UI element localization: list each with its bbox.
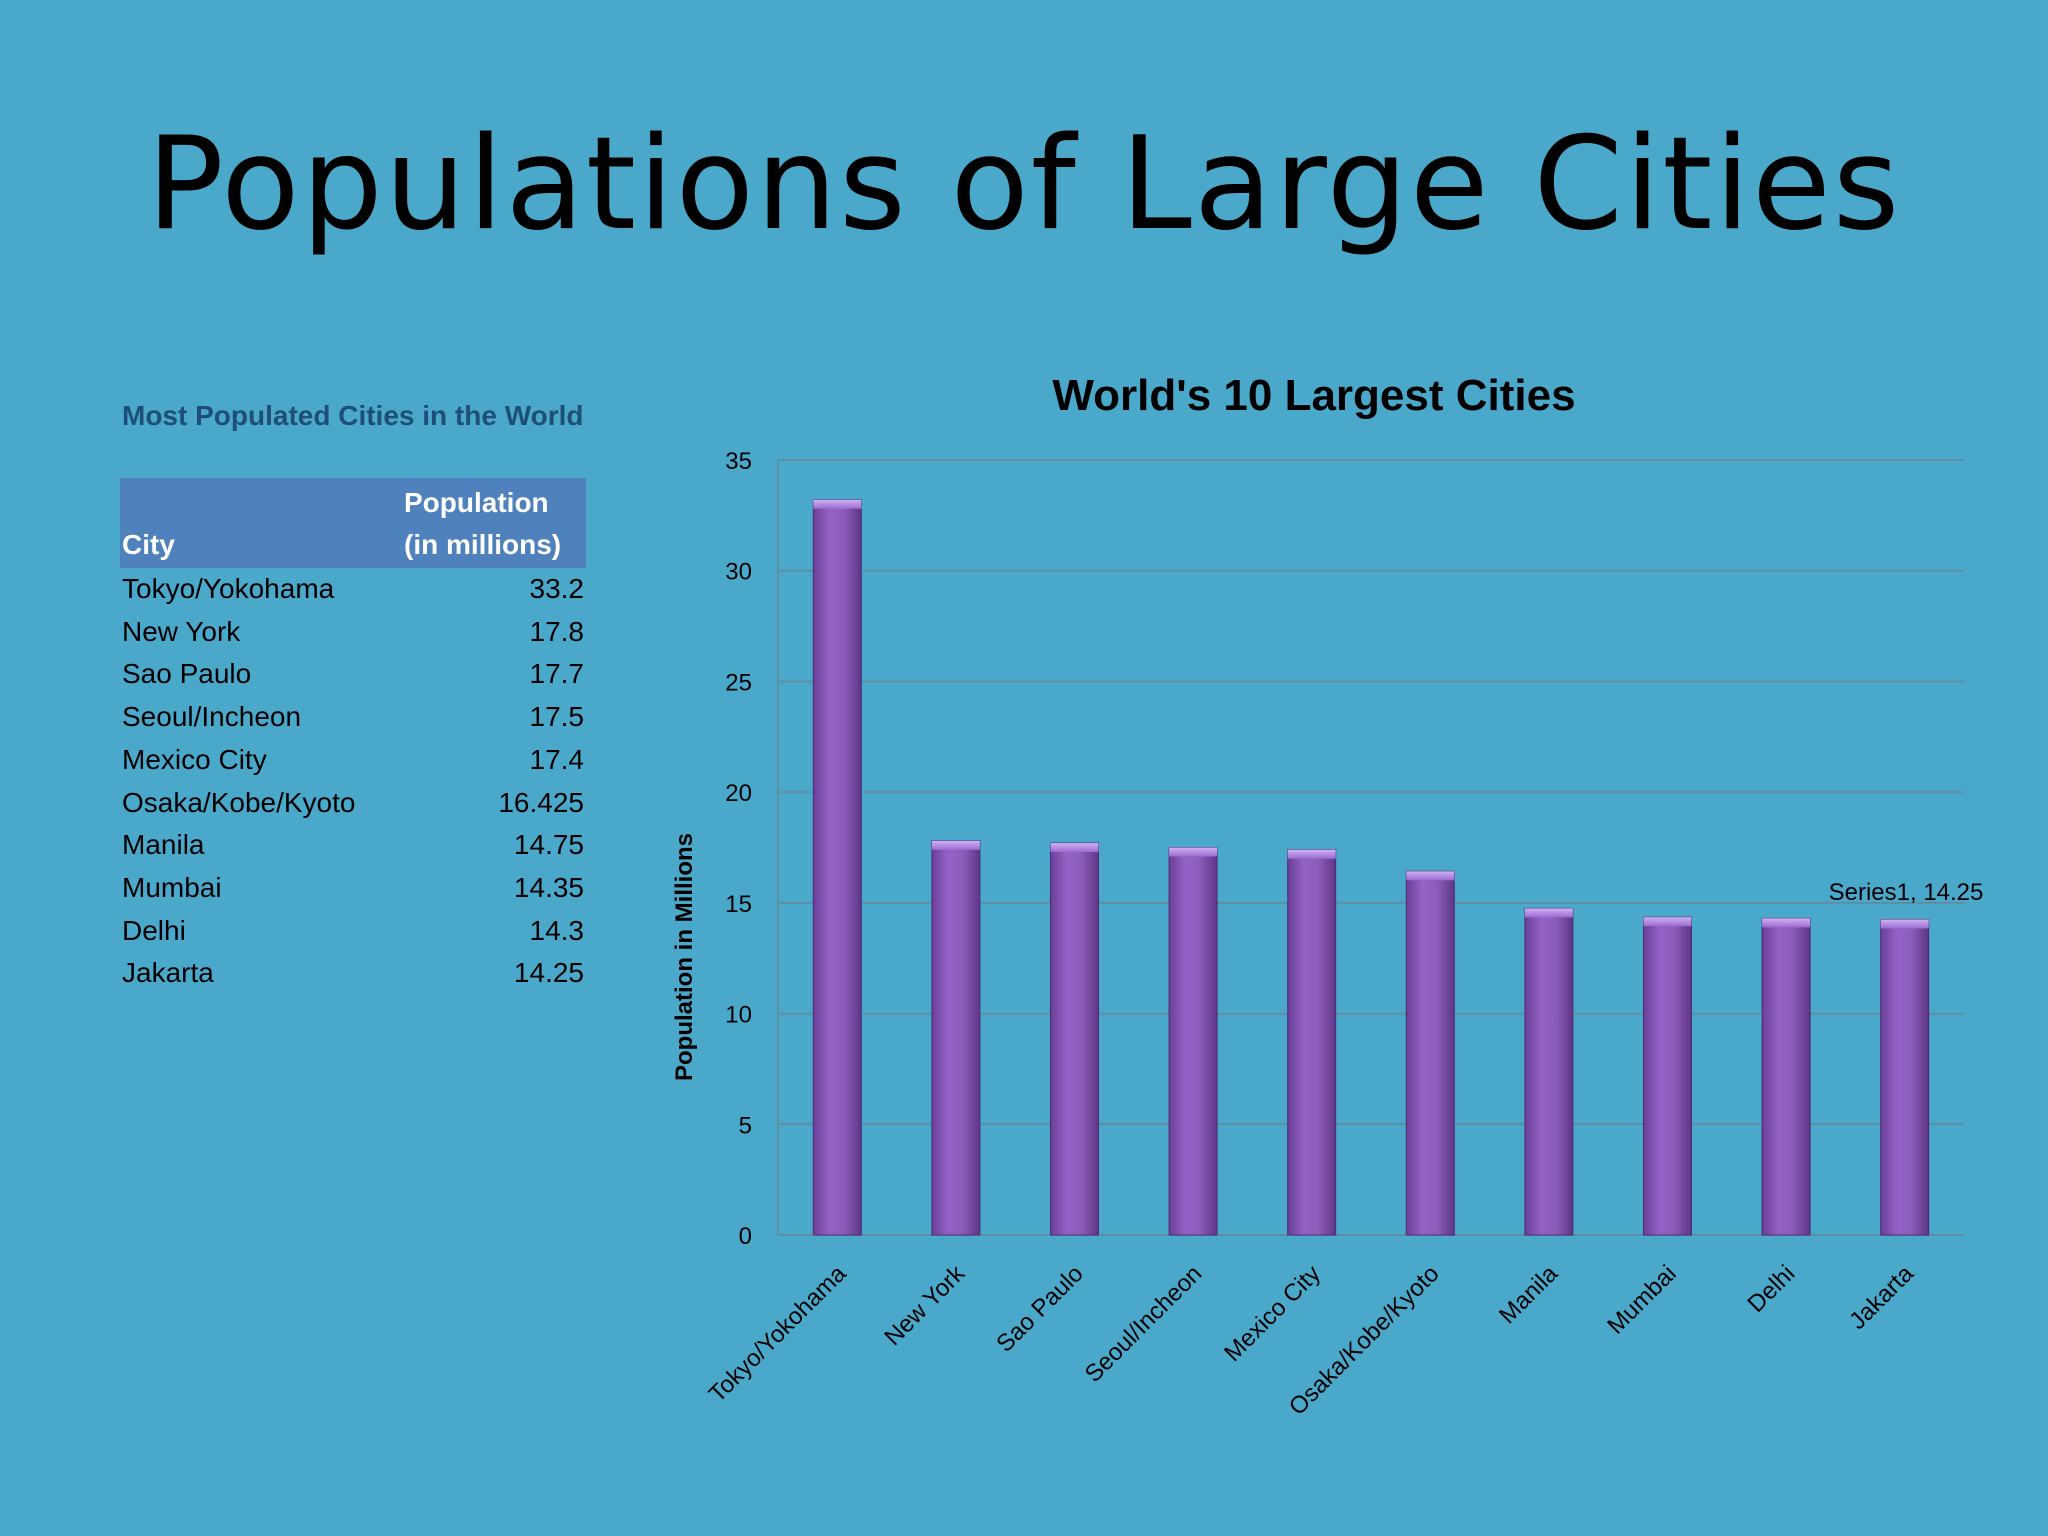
bar-top: [1169, 847, 1218, 857]
table-cell-city: Mumbai: [122, 871, 222, 903]
table-cell-population: 17.8: [529, 615, 585, 647]
y-tick-label: 20: [725, 780, 752, 807]
bar-top: [931, 840, 980, 850]
table-cell-city: Osaka/Kobe/Kyoto: [122, 786, 356, 818]
table-header-row: City Population (in millions): [120, 478, 586, 568]
y-axis-ticks: 0 5 10 15 20 25 30 35: [725, 448, 752, 1250]
bar-top: [1880, 919, 1929, 929]
table-row: New York 17.8: [120, 611, 586, 654]
x-tick-label: Seoul/Incheon: [1080, 1260, 1208, 1388]
bar-top: [1762, 918, 1811, 928]
table-row: Jakarta 14.25: [120, 952, 586, 995]
table-cell-population: 16.425: [498, 786, 584, 818]
table-caption: Most Populated Cities in the World: [122, 400, 584, 431]
bar: [1880, 918, 1930, 1236]
table-body: Tokyo/Yokohama 33.2 New York 17.8 Sao Paulo 1…: [120, 568, 586, 995]
table-cell-population: 14.25: [513, 957, 584, 989]
x-tick-label: New York: [879, 1259, 970, 1350]
header-population: Population (in millions): [402, 478, 586, 568]
x-tick-label: Sao Paulo: [991, 1260, 1088, 1357]
bar-top: [1406, 871, 1455, 881]
y-tick-label: 25: [725, 669, 752, 696]
x-axis-ticks: Tokyo/Yokohama New York Sao PauloSeoul/Inc…: [704, 1259, 1920, 1420]
header-city: City: [120, 478, 402, 568]
bar: [1287, 849, 1337, 1236]
chart-title: World's 10 Largest Cities: [1052, 371, 1575, 420]
bar: [1643, 916, 1692, 1236]
table-cell-population: 33.2: [529, 573, 585, 604]
table-cell-population: 17.4: [529, 743, 585, 775]
bars: [812, 499, 1930, 1236]
bar: [812, 499, 862, 1236]
y-tick-label: 35: [725, 448, 752, 475]
table-row: Manila 14.75: [120, 824, 586, 867]
x-tick-label: Manila: [1494, 1260, 1564, 1330]
x-tick-label: Tokyo/Yokohama: [704, 1260, 852, 1408]
table-cell-city: Mexico City: [122, 743, 267, 775]
table-row: Tokyo/Yokohama 33.2: [120, 568, 586, 611]
table-cell-city: Jakarta: [122, 957, 214, 989]
bar: [931, 840, 981, 1236]
table-cell-city: Sao Paulo: [122, 658, 252, 690]
table-cell-city: Tokyo/Yokohama: [122, 573, 335, 604]
table-cell-city: Manila: [122, 829, 205, 861]
population-table: City Population (in millions) Tokyo/Yoko…: [120, 478, 586, 995]
bar-top: [813, 499, 862, 509]
x-tick-label: Delhi: [1743, 1260, 1801, 1318]
bar-top: [1524, 908, 1573, 918]
bar: [1168, 847, 1218, 1236]
slide-title: Populations of Large Cities: [146, 110, 1902, 259]
bar: [1405, 870, 1455, 1236]
table-row: Delhi 14.3: [120, 910, 586, 953]
table-row: Mumbai 14.35: [120, 867, 586, 910]
y-tick-label: 30: [725, 559, 752, 586]
bar-top: [1287, 849, 1336, 859]
table-cell-population: 17.5: [529, 701, 585, 733]
y-tick-label: 0: [739, 1223, 752, 1250]
y-tick-label: 10: [725, 1002, 752, 1029]
header-population-line1: Population: [404, 487, 549, 518]
data-label-jakarta: Series1, 14.25: [1829, 879, 1984, 906]
table-cell-population: 14.3: [529, 914, 585, 946]
table-cell-population: 14.35: [513, 871, 584, 903]
y-tick-label: 15: [725, 891, 752, 918]
table-cell-population: 14.75: [513, 829, 584, 861]
x-tick-label: Jakarta: [1844, 1260, 1919, 1335]
bar-top: [1643, 917, 1692, 927]
table-row: Sao Paulo 17.7: [120, 653, 586, 696]
x-tick-label: Mexico City: [1219, 1260, 1326, 1367]
bar: [1761, 917, 1811, 1236]
table-cell-city: New York: [122, 615, 241, 647]
bar-top: [1050, 843, 1099, 853]
y-tick-label: 5: [739, 1112, 752, 1139]
table-cell-population: 17.7: [529, 658, 585, 690]
table-cell-city: Delhi: [122, 914, 186, 946]
table-row: Mexico City 17.4: [120, 739, 586, 782]
bar: [1050, 842, 1099, 1236]
table-row: Osaka/Kobe/Kyoto 16.425: [120, 782, 586, 825]
y-axis-label: Population in Millions: [671, 833, 698, 1081]
x-tick-label: Mumbai: [1602, 1260, 1681, 1339]
bar: [1524, 907, 1574, 1236]
header-population-line2: (in millions): [404, 529, 562, 560]
table-cell-city: Seoul/Incheon: [122, 701, 302, 733]
table-row: Seoul/Incheon 17.5: [120, 696, 586, 739]
